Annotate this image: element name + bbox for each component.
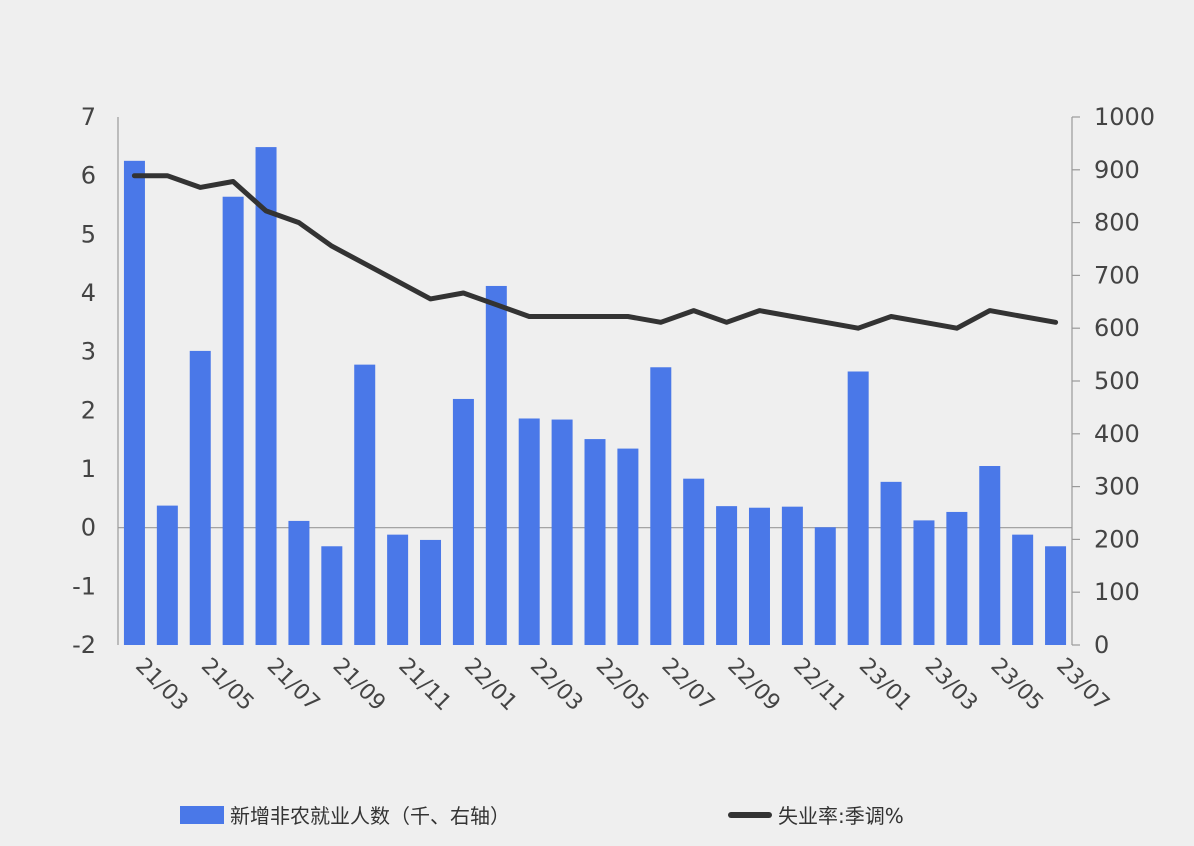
x-tick-label: 22/07 <box>657 654 720 717</box>
bar <box>847 371 869 645</box>
left-tick-label: 0 <box>81 514 96 542</box>
x-tick-label: 21/11 <box>393 654 456 717</box>
right-tick-label: 100 <box>1094 578 1140 606</box>
right-tick-label: 700 <box>1094 261 1140 289</box>
bar <box>485 285 507 645</box>
x-tick-label: 21/07 <box>262 654 325 717</box>
bar <box>1012 534 1034 645</box>
bar <box>288 520 310 645</box>
x-tick-label: 22/09 <box>722 654 785 717</box>
bar <box>123 160 145 645</box>
bar <box>617 448 639 645</box>
right-tick-label: 800 <box>1094 209 1140 237</box>
bar <box>946 511 968 645</box>
bar <box>156 505 178 645</box>
left-tick-label: 3 <box>81 338 96 366</box>
bar <box>650 367 672 645</box>
legend-bar: 新增非农就业人数（千、右轴） <box>180 800 510 829</box>
bar <box>321 546 343 645</box>
x-tick-label: 21/03 <box>130 654 193 717</box>
bar <box>913 520 935 645</box>
left-tick-label: 4 <box>81 279 96 307</box>
bar <box>222 196 244 645</box>
legend-bar-label: 新增非农就业人数（千、右轴） <box>230 804 510 828</box>
bar <box>189 350 211 645</box>
legend-bar-swatch <box>180 805 224 824</box>
line-layer <box>131 173 1059 331</box>
bar <box>255 147 277 645</box>
combo-chart: 76543210-1-21000900800700600500400300200… <box>72 103 1155 717</box>
bar <box>781 506 803 645</box>
left-tick-label: 2 <box>81 396 96 424</box>
left-tick-label: 7 <box>81 103 96 131</box>
right-tick-label: 900 <box>1094 156 1140 184</box>
bar <box>716 506 738 645</box>
x-tick-label: 21/09 <box>328 654 391 717</box>
left-tick-label: 1 <box>81 455 96 483</box>
bar <box>814 527 836 645</box>
legend-line: 失业率:季调% <box>728 800 904 829</box>
x-tick-label: 22/03 <box>525 654 588 717</box>
legend-line-swatch <box>728 811 772 818</box>
bar <box>518 418 540 645</box>
right-tick-label: 200 <box>1094 525 1140 553</box>
bar <box>584 439 606 645</box>
right-tick-label: 600 <box>1094 314 1140 342</box>
x-tick-label: 21/05 <box>196 654 259 717</box>
bar <box>551 419 573 645</box>
left-tick-label: -1 <box>72 572 96 600</box>
left-tick-label: -2 <box>72 631 96 659</box>
right-tick-label: 500 <box>1094 367 1140 395</box>
bars-layer <box>123 147 1067 645</box>
bar <box>979 466 1001 645</box>
bar <box>387 534 409 645</box>
left-tick-label: 5 <box>81 220 96 248</box>
x-tick-label: 23/01 <box>854 654 917 717</box>
bar <box>354 364 376 645</box>
x-tick-label: 22/01 <box>459 654 522 717</box>
right-tick-label: 300 <box>1094 473 1140 501</box>
unemployment-line <box>131 173 1059 331</box>
bar <box>683 478 705 645</box>
x-tick-label: 23/07 <box>1051 654 1114 717</box>
x-tick-label: 22/11 <box>788 654 851 717</box>
left-tick-label: 6 <box>81 162 96 190</box>
right-tick-label: 1000 <box>1094 103 1155 131</box>
bar <box>880 481 902 645</box>
x-tick-label: 23/05 <box>986 654 1049 717</box>
bar <box>1045 546 1067 645</box>
bar <box>452 398 474 645</box>
x-tick-label: 23/03 <box>920 654 983 717</box>
right-tick-label: 400 <box>1094 420 1140 448</box>
right-tick-label: 0 <box>1094 631 1109 659</box>
x-tick-label: 22/05 <box>591 654 654 717</box>
legend-line-label: 失业率:季调% <box>778 804 904 828</box>
bar <box>420 539 442 645</box>
bar <box>748 507 770 645</box>
